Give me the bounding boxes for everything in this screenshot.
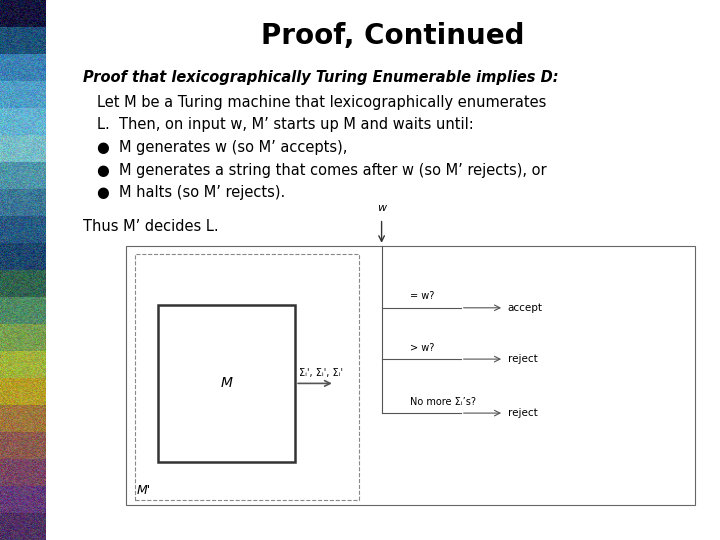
Bar (126, 246, 695, 505)
Text: No more Σᵢ’s?: No more Σᵢ’s? (410, 396, 477, 407)
Text: Let M be a Turing machine that lexicographically enumerates: Let M be a Turing machine that lexicogra… (97, 94, 546, 110)
Text: = w?: = w? (410, 291, 435, 301)
Text: reject: reject (508, 408, 537, 418)
Bar (135, 254, 359, 500)
Text: Proof that lexicographically Turing Enumerable implies D:: Proof that lexicographically Turing Enum… (83, 70, 559, 85)
Text: M': M' (137, 484, 151, 497)
Text: > w?: > w? (410, 342, 435, 353)
Bar (158, 305, 295, 462)
Text: ●  M generates w (so M’ accepts),: ● M generates w (so M’ accepts), (97, 140, 348, 155)
Text: Proof, Continued: Proof, Continued (261, 22, 524, 50)
Text: w: w (377, 203, 386, 213)
Text: L.  Then, on input w, M’ starts up M and waits until:: L. Then, on input w, M’ starts up M and … (97, 117, 474, 132)
Text: reject: reject (508, 354, 537, 364)
Text: M: M (221, 376, 233, 390)
Text: ●  M halts (so M’ rejects).: ● M halts (so M’ rejects). (97, 185, 285, 200)
Text: ●  M generates a string that comes after w (so M’ rejects), or: ● M generates a string that comes after … (97, 163, 546, 178)
Text: accept: accept (508, 303, 543, 313)
Text: Σᵢ', Σᵢ', Σᵢ': Σᵢ', Σᵢ', Σᵢ' (299, 368, 343, 378)
Text: Thus M’ decides L.: Thus M’ decides L. (83, 219, 218, 234)
